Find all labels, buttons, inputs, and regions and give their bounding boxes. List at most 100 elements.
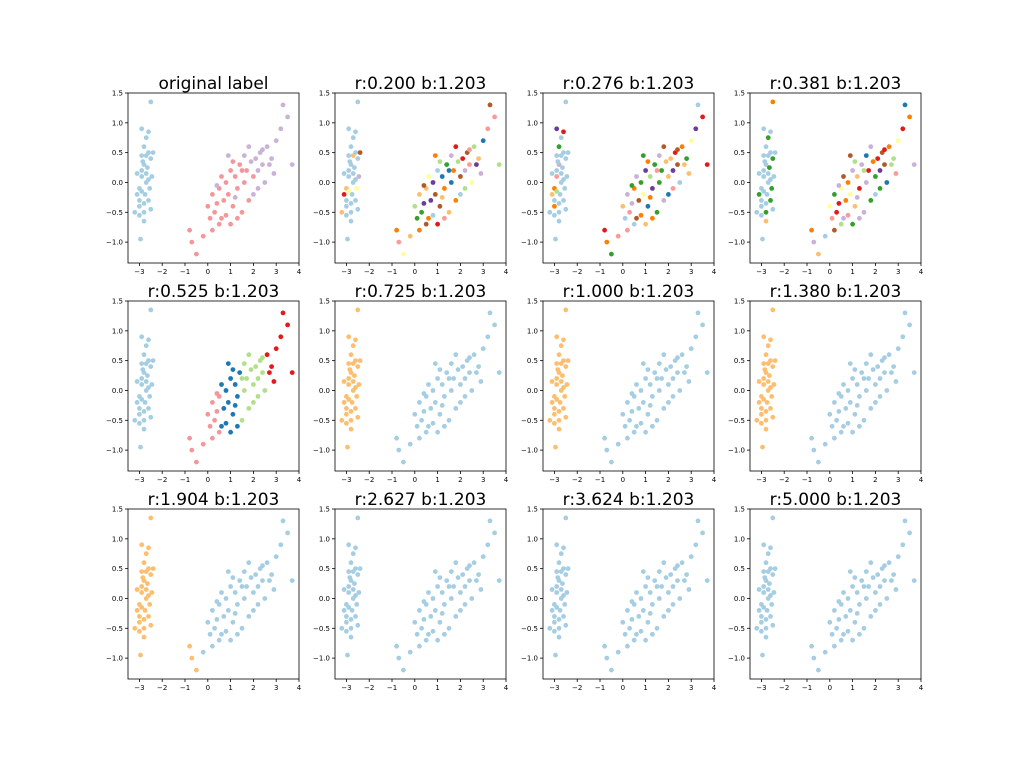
data-point <box>679 144 685 150</box>
data-point <box>877 168 883 173</box>
data-point <box>455 159 461 165</box>
plot-frame <box>127 300 300 472</box>
data-point <box>194 251 199 257</box>
data-point <box>609 251 614 257</box>
data-point <box>759 614 764 619</box>
data-point <box>557 400 563 405</box>
y-tick-label: 1.0 <box>734 535 745 543</box>
y-tick-label: 1.5 <box>112 506 123 514</box>
data-point <box>139 126 145 132</box>
data-point <box>446 209 452 215</box>
data-point <box>346 590 352 595</box>
data-point <box>219 174 224 179</box>
data-point <box>357 150 363 156</box>
data-point <box>487 310 493 316</box>
data-point <box>552 614 557 619</box>
data-point <box>148 206 154 212</box>
data-point <box>134 379 140 384</box>
data-point <box>474 578 479 583</box>
data-point <box>765 551 771 557</box>
data-point <box>344 406 349 411</box>
data-point <box>492 322 497 328</box>
data-point <box>555 575 561 580</box>
data-point <box>356 590 362 595</box>
subplot-title: r:1.904 b:1.203 <box>148 490 280 510</box>
data-point <box>561 150 566 156</box>
data-point <box>668 156 674 162</box>
data-point <box>562 394 568 399</box>
data-point <box>877 584 883 589</box>
data-point <box>134 171 140 176</box>
data-point <box>444 578 450 583</box>
data-point <box>768 614 773 619</box>
data-point <box>421 409 427 414</box>
data-point <box>854 174 860 179</box>
data-point <box>341 400 347 405</box>
data-point <box>430 180 436 185</box>
data-point <box>349 192 355 197</box>
data-point <box>225 192 231 197</box>
data-point <box>207 631 213 637</box>
data-point <box>555 159 561 165</box>
data-point <box>761 382 767 387</box>
data-point <box>695 102 701 108</box>
x-tick-label: −1 <box>595 684 605 692</box>
subplot-title: r:5.000 b:1.203 <box>770 490 902 510</box>
data-point <box>401 667 406 673</box>
data-point <box>469 388 475 393</box>
data-point <box>558 551 564 557</box>
data-point <box>426 631 431 637</box>
data-point <box>552 198 557 203</box>
data-point <box>640 400 646 405</box>
data-point <box>453 406 459 411</box>
data-point <box>873 174 878 179</box>
data-point <box>485 334 491 340</box>
data-point <box>604 655 610 661</box>
data-point <box>634 382 639 387</box>
data-point <box>670 376 676 381</box>
data-point <box>148 364 154 369</box>
data-point <box>430 628 436 634</box>
data-point <box>620 619 626 625</box>
data-point <box>670 168 676 173</box>
data-point <box>200 441 206 447</box>
data-point <box>852 619 858 625</box>
data-point <box>625 227 630 233</box>
x-tick-label: 0 <box>206 268 210 276</box>
data-point <box>759 198 764 203</box>
data-point <box>462 602 468 607</box>
data-point <box>394 435 399 441</box>
data-point <box>754 625 760 631</box>
subplot-4: r:0.381 b:1.203 −3 −2 −1 0 1 2 3 4 −1.0 −0.5 0.0 0.5… <box>728 74 924 276</box>
data-point <box>146 406 151 411</box>
data-point <box>253 364 259 369</box>
data-point <box>556 218 562 224</box>
data-point <box>143 135 149 141</box>
data-point <box>437 575 443 580</box>
data-point <box>458 382 463 387</box>
y-tick-label: 1.0 <box>319 119 330 127</box>
x-tick-label: −1 <box>595 476 605 484</box>
data-point <box>146 545 151 551</box>
data-point <box>561 177 566 182</box>
data-point <box>349 400 355 405</box>
data-point <box>146 385 151 390</box>
data-point <box>344 212 349 218</box>
data-point <box>437 411 443 417</box>
data-point <box>561 129 566 135</box>
data-point <box>700 114 705 120</box>
data-point <box>647 195 653 200</box>
data-point <box>656 569 662 574</box>
data-point <box>700 530 705 536</box>
x-tick-label: 1 <box>435 268 439 276</box>
y-tick-label: −0.5 <box>521 209 538 217</box>
data-point <box>682 370 687 375</box>
data-point <box>809 227 814 233</box>
data-point <box>693 126 699 132</box>
data-point <box>446 168 452 173</box>
data-point <box>485 542 491 548</box>
data-point <box>353 614 358 619</box>
x-tick-label: 3 <box>481 476 485 484</box>
data-point <box>558 379 564 384</box>
data-point <box>549 171 555 176</box>
